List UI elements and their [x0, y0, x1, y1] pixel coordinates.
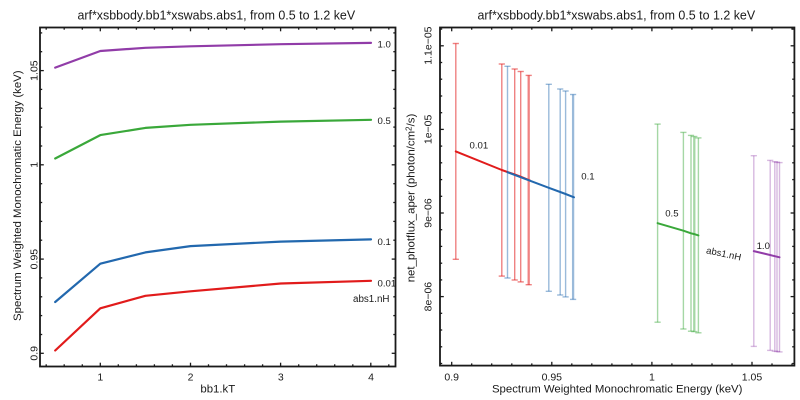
svg-text:3: 3 — [278, 372, 284, 384]
svg-text:Spectrum Weighted Monochromati: Spectrum Weighted Monochromatic Energy (… — [492, 384, 743, 396]
svg-text:Spectrum Weighted Monochromati: Spectrum Weighted Monochromatic Energy (… — [12, 70, 24, 321]
svg-text:0.1: 0.1 — [581, 172, 594, 183]
svg-text:0.01: 0.01 — [378, 278, 397, 289]
svg-text:1.05: 1.05 — [742, 372, 763, 384]
svg-text:bb1.kT: bb1.kT — [200, 384, 235, 396]
svg-text:0.9: 0.9 — [444, 372, 459, 384]
svg-text:8e−06: 8e−06 — [423, 282, 435, 312]
svg-text:abs1.nH: abs1.nH — [353, 294, 390, 305]
svg-text:0.5: 0.5 — [378, 116, 391, 127]
svg-text:1: 1 — [649, 372, 655, 384]
svg-text:0.9: 0.9 — [29, 346, 41, 361]
svg-text:1.1e−05: 1.1e−05 — [423, 26, 435, 64]
svg-text:arf*xsbbody.bb1*xswabs.abs1, f: arf*xsbbody.bb1*xswabs.abs1, from 0.5 to… — [77, 9, 355, 23]
svg-text:0.5: 0.5 — [665, 208, 678, 219]
svg-text:4: 4 — [368, 372, 374, 384]
svg-text:1.0: 1.0 — [378, 39, 391, 50]
svg-text:0.01: 0.01 — [470, 141, 489, 152]
svg-text:0.1: 0.1 — [378, 237, 391, 248]
svg-text:1: 1 — [29, 162, 41, 168]
svg-text:net_photflux_aper (photon/cm2/: net_photflux_aper (photon/cm2/s) — [404, 114, 417, 283]
svg-text:1e−05: 1e−05 — [423, 114, 435, 144]
svg-text:2: 2 — [188, 372, 194, 384]
svg-text:9e−06: 9e−06 — [423, 198, 435, 228]
svg-text:0.95: 0.95 — [542, 372, 563, 384]
svg-text:1.05: 1.05 — [29, 60, 41, 81]
svg-text:1.0: 1.0 — [757, 241, 770, 252]
svg-text:arf*xsbbody.bb1*xswabs.abs1, f: arf*xsbbody.bb1*xswabs.abs1, from 0.5 to… — [477, 9, 755, 23]
svg-text:1: 1 — [97, 372, 103, 384]
svg-text:0.95: 0.95 — [29, 249, 41, 270]
